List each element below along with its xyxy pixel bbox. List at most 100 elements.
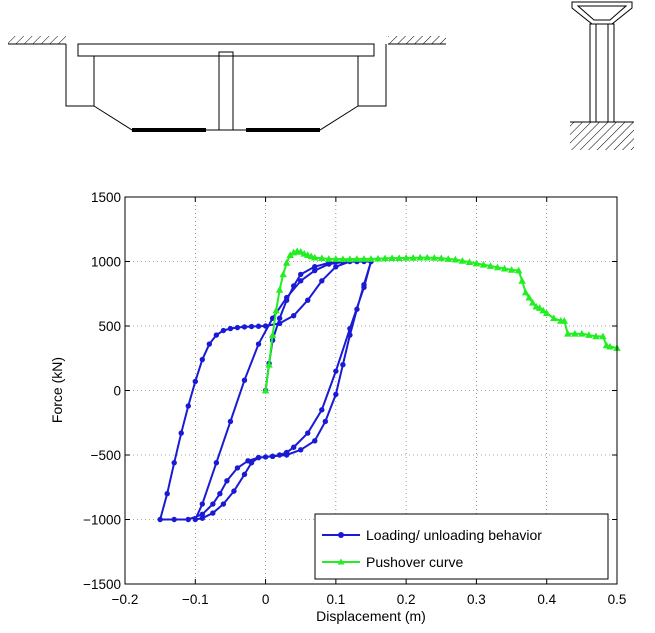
data-point-loading xyxy=(290,283,297,289)
series-layer xyxy=(157,247,621,523)
data-point-loading xyxy=(283,452,290,458)
data-point-pushover xyxy=(325,255,333,262)
data-point-loading xyxy=(255,454,262,461)
data-point-pushover xyxy=(437,254,445,262)
data-point-pushover xyxy=(282,258,291,266)
data-point-pushover xyxy=(353,255,361,262)
data-point-pushover xyxy=(543,309,551,316)
x-tick-label: 0.2 xyxy=(397,592,416,607)
data-point-pushover xyxy=(272,306,280,314)
data-point-loading xyxy=(185,516,191,523)
data-point-pushover xyxy=(265,360,273,368)
data-point-pushover xyxy=(423,253,431,261)
data-point-pushover xyxy=(268,331,277,338)
data-point-pushover xyxy=(367,255,375,262)
ground-hatch-left xyxy=(8,36,66,44)
y-tick-label: −1500 xyxy=(83,577,121,592)
abutment-right xyxy=(357,44,387,107)
data-point-pushover xyxy=(500,264,509,272)
data-point-pushover xyxy=(525,293,533,301)
data-point-loading xyxy=(210,510,216,516)
data-point-pushover xyxy=(381,254,389,262)
y-tick-label: −500 xyxy=(91,448,121,463)
data-point-pushover xyxy=(395,254,403,262)
x-tick-label: 0.1 xyxy=(326,592,345,607)
data-point-pushover xyxy=(472,259,481,267)
data-point-loading xyxy=(199,511,206,518)
data-point-pushover xyxy=(535,304,544,311)
data-point-loading xyxy=(210,501,216,507)
data-point-loading xyxy=(276,320,283,327)
deck-slab xyxy=(77,43,375,57)
data-point-loading xyxy=(319,278,325,284)
hysteresis-chart: −0.2 −0.1 0 0.1 0.2 0.3 0.4 0.5 −1500 −1000 −500 0 5… xyxy=(49,190,626,624)
data-point-loading xyxy=(220,501,227,507)
data-point-loading xyxy=(298,278,304,284)
data-point-pushover xyxy=(507,266,516,273)
data-point-loading xyxy=(319,407,325,413)
data-point-loading xyxy=(213,332,220,338)
column-cap-inner xyxy=(576,5,628,21)
data-point-loading xyxy=(199,356,206,363)
data-point-loading xyxy=(185,403,191,409)
data-point-pushover xyxy=(578,329,586,337)
data-point-loading xyxy=(326,261,332,267)
data-point-pushover xyxy=(297,248,305,255)
bridge-section-diagram xyxy=(8,36,446,132)
data-point-pushover xyxy=(402,254,410,261)
y-tick-label: 0 xyxy=(113,384,121,399)
data-point-loading xyxy=(192,516,198,523)
y-tick-label: 1500 xyxy=(91,190,121,205)
data-point-loading xyxy=(333,391,339,398)
data-point-loading xyxy=(227,418,234,425)
data-point-pushover xyxy=(374,254,382,262)
x-tick-label: −0.2 xyxy=(112,592,139,607)
ticks: −0.2 −0.1 0 0.1 0.2 0.3 0.4 0.5 −1500 −1000 −500 0 5… xyxy=(83,190,626,607)
abutment-left xyxy=(65,44,95,107)
x-tick-label: 0.4 xyxy=(537,592,556,607)
data-point-loading xyxy=(333,263,339,270)
data-point-loading xyxy=(199,501,206,507)
column-shaft xyxy=(589,23,615,123)
data-point-pushover xyxy=(518,277,526,284)
data-point-pushover xyxy=(465,258,474,266)
data-point-loading xyxy=(322,418,329,425)
data-point-loading xyxy=(354,306,360,312)
data-point-loading xyxy=(171,516,177,523)
x-tick-label: 0.3 xyxy=(467,592,486,607)
data-point-loading xyxy=(276,452,283,458)
data-point-loading xyxy=(262,323,269,329)
data-point-loading xyxy=(262,454,269,460)
data-point-pushover xyxy=(564,329,572,337)
data-point-pushover xyxy=(528,298,537,306)
data-point-loading xyxy=(157,516,163,523)
data-point-loading xyxy=(224,478,230,484)
data-point-loading xyxy=(298,271,304,278)
legend-label-loading: Loading/ unloading behavior xyxy=(366,527,542,543)
legend-marker-pushover xyxy=(337,558,345,565)
data-point-loading xyxy=(255,341,262,347)
ground-hatch-right xyxy=(388,36,446,44)
data-point-loading xyxy=(234,465,241,471)
data-point-loading xyxy=(171,460,177,466)
data-point-loading xyxy=(312,263,318,270)
x-tick-label: −0.1 xyxy=(182,592,209,607)
data-point-pushover xyxy=(514,266,523,274)
box-girder-bottom xyxy=(93,105,359,131)
x-tick-label: 0 xyxy=(262,592,270,607)
data-point-pushover xyxy=(585,331,593,338)
y-tick-label: −1000 xyxy=(83,513,121,528)
data-point-loading xyxy=(241,471,248,478)
data-point-pushover xyxy=(592,332,600,340)
data-point-loading xyxy=(361,282,367,288)
data-point-pushover xyxy=(550,314,558,322)
data-point-pushover xyxy=(318,254,326,262)
data-point-loading xyxy=(192,378,198,385)
x-tick-label: 0.5 xyxy=(608,592,627,607)
data-point-loading xyxy=(333,368,339,374)
data-point-pushover xyxy=(539,306,547,314)
data-point-loading xyxy=(283,294,290,301)
data-point-loading xyxy=(305,430,311,436)
data-point-pushover xyxy=(279,270,287,278)
data-point-loading xyxy=(241,324,248,330)
